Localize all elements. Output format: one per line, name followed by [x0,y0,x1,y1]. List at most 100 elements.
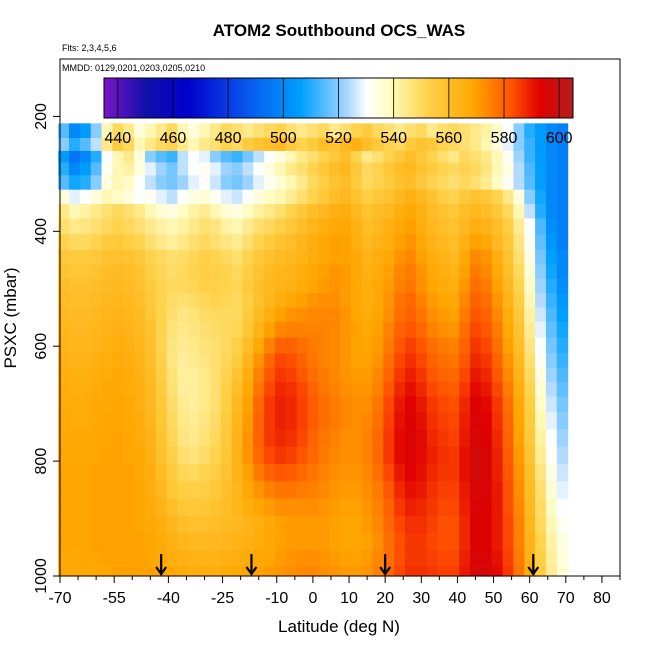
heatmap-cell [459,515,471,534]
heatmap-cell [253,429,265,448]
heatmap-cell [58,367,70,383]
heatmap-cell [242,515,254,534]
heatmap-cell [79,307,92,323]
heatmap-cell [426,382,439,398]
heatmap-cell [502,204,515,220]
heatmap-cell [470,204,482,220]
heatmap-cell [112,189,124,205]
heatmap-cell [79,515,92,534]
heatmap-cell [199,532,211,551]
heatmap-cell [90,515,103,534]
heatmap-cell [372,481,384,500]
heatmap-cell [535,446,547,465]
colorbar-ticks: 440 460 480 500 520 540 560 580 600 [104,78,573,147]
heatmap-cell [502,264,515,280]
heatmap-cell [383,515,395,534]
heatmap-cell [58,446,70,465]
heatmap-cell [394,532,406,551]
heatmap-cell [69,250,81,265]
heatmap-cell [480,123,493,139]
heatmap-cell [112,498,124,517]
heatmap-cell [188,382,200,398]
heatmap-cell [134,429,146,448]
heatmap-cell [361,429,374,448]
heatmap-cell [199,429,211,448]
heatmap-cell [199,321,211,339]
heatmap-cell [188,367,200,383]
heatmap-cell [253,204,265,220]
heatmap-cell [372,412,384,431]
heatmap-cell [383,234,395,251]
heatmap-cell [491,123,504,139]
heatmap-cell [112,515,124,534]
heatmap-cell [144,565,157,577]
heatmap-cell [79,175,92,191]
heatmap-cell [350,162,363,176]
heatmap-cell [459,446,471,465]
heatmap-cell [69,532,81,551]
heatmap-cell [155,412,168,431]
heatmap-cell [58,429,70,448]
heatmap-cell [177,446,189,465]
heatmap-cell [470,218,482,235]
heatmap-cell [350,218,363,235]
heatmap-cell [199,337,211,355]
heatmap-cell [264,123,276,139]
heatmap-cell [415,337,428,355]
heatmap-cell [285,264,298,280]
heatmap-cell [90,498,103,517]
heatmap-cell [188,162,200,176]
heatmap-cell [329,446,341,465]
heatmap-cell [491,396,504,413]
heatmap-cell [231,446,244,465]
heatmap-cell [177,463,189,482]
heatmap-cell [448,137,460,152]
heatmap-cell [296,123,309,139]
heatmap-cell [491,550,504,567]
heatmap-cell [556,162,569,176]
heatmap-cell [437,137,449,152]
heatmap-cell [220,204,233,220]
heatmap-cell [361,446,374,465]
heatmap-cell [415,189,428,205]
heatmap-cell [361,264,374,280]
heatmap-cell [361,498,374,517]
heatmap-cell [405,396,417,413]
heatmap-cell [361,293,374,309]
heatmap-cell [524,234,536,251]
heatmap-cell [340,264,352,280]
heatmap-cell [285,481,298,500]
heatmap-cell [209,367,222,383]
heatmap-cell [112,446,124,465]
heatmap-cell [285,293,298,309]
heatmap-cell [340,481,352,500]
heatmap-cell [361,463,374,482]
latitude-arrow-head [527,566,540,576]
heatmap-cell [372,137,384,152]
x-axis-label: Latitude (deg N) [278,617,400,636]
heatmap-cell [470,293,482,309]
heatmap-cell [383,498,395,517]
heatmap-cell [394,515,406,534]
heatmap-cell [177,550,189,567]
y-tick-label: 600 [33,333,50,360]
heatmap-cell [448,189,460,205]
heatmap-cell [426,293,439,309]
heatmap-cell [470,353,482,369]
heatmap-cell [524,123,536,139]
heatmap-cell [329,382,341,398]
heatmap-cell [58,293,70,309]
heatmap-cell [144,463,157,482]
heatmap-cell [556,515,569,534]
heatmap-cell [69,278,81,294]
heatmap-cell [220,162,233,176]
heatmap-cell [405,515,417,534]
heatmap-cell [101,162,113,176]
heatmap-cell [524,353,536,369]
heatmap-cell [459,412,471,431]
heatmap-cell [340,150,352,163]
heatmap-cell [188,481,200,500]
heatmap-cell [318,382,330,398]
heatmap-cell [58,137,70,152]
heatmap-cell [372,162,384,176]
